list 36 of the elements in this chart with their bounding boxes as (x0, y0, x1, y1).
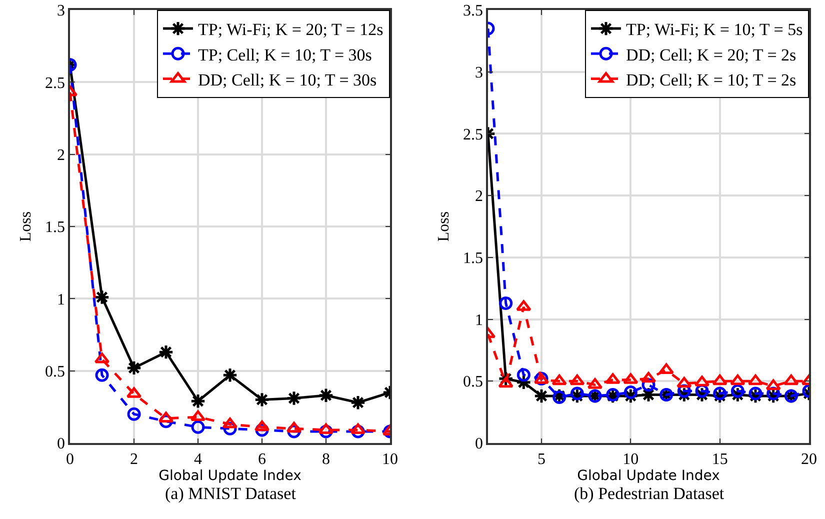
x-axis-title: Global Update Index (158, 468, 302, 484)
y-tick-label: 0 (57, 436, 66, 453)
y-axis-title: Loss (17, 211, 34, 242)
y-tick-label: 0 (475, 436, 484, 453)
legend-label: TP; Cell; K = 10; T = 30s (198, 45, 372, 64)
y-tick-label: 0.5 (45, 363, 66, 380)
y-tick-label: 1 (57, 291, 66, 308)
legend-label: DD; Cell; K = 20; T = 2s (626, 45, 796, 64)
legend-label: DD; Cell; K = 10; T = 2s (626, 70, 796, 90)
y-tick-label: 3.5 (463, 2, 484, 20)
y-tick-label: 1.5 (463, 250, 484, 268)
x-tick-label: 10 (382, 450, 398, 468)
x-tick-label: 2 (130, 450, 138, 468)
legend-label: TP; Wi-Fi; K = 20; T = 12s (198, 20, 384, 40)
x-tick-label: 15 (712, 450, 728, 468)
x-tick-label: 10 (622, 450, 639, 468)
x-tick-label: 6 (258, 450, 266, 468)
x-tick-label: 8 (322, 450, 330, 468)
y-tick-label: 2 (57, 146, 66, 164)
text: (a) MNIST Dataset (165, 484, 296, 503)
x-axis-title: Global Update Index (577, 468, 720, 484)
y-tick-label: 3 (475, 64, 484, 82)
x-tick-label: 20 (801, 450, 817, 468)
text: (b) Pedestrian Dataset (574, 484, 724, 503)
y-tick-label: 2.5 (45, 74, 66, 92)
y-tick-label: 2.5 (463, 126, 484, 144)
legend-label: DD; Cell; K = 10; T = 30s (198, 70, 377, 90)
y-tick-label: 3 (57, 2, 66, 20)
x-tick-label: 5 (538, 450, 546, 468)
y-tick-label: 0.5 (463, 374, 484, 391)
x-tick-label: 4 (194, 450, 202, 468)
y-tick-label: 1 (475, 312, 484, 329)
y-tick-label: 1.5 (45, 219, 66, 236)
legend-label: TP; Wi-Fi; K = 10; T = 5s (626, 20, 803, 40)
y-axis-title: Loss (435, 211, 452, 242)
y-tick-label: 2 (475, 188, 484, 206)
